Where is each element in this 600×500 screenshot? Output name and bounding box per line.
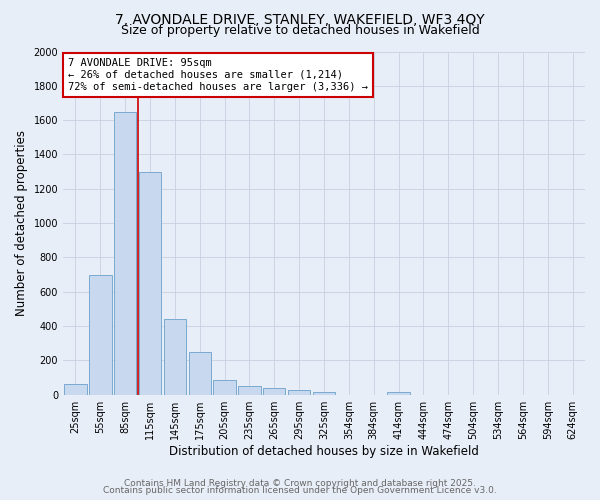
Text: Size of property relative to detached houses in Wakefield: Size of property relative to detached ho… bbox=[121, 24, 479, 37]
X-axis label: Distribution of detached houses by size in Wakefield: Distribution of detached houses by size … bbox=[169, 444, 479, 458]
Bar bbox=[64, 384, 86, 394]
Bar bbox=[313, 392, 335, 394]
Bar bbox=[164, 319, 186, 394]
Bar bbox=[288, 390, 310, 394]
Text: 7 AVONDALE DRIVE: 95sqm
← 26% of detached houses are smaller (1,214)
72% of semi: 7 AVONDALE DRIVE: 95sqm ← 26% of detache… bbox=[68, 58, 368, 92]
Bar bbox=[89, 274, 112, 394]
Bar bbox=[214, 380, 236, 394]
Text: Contains HM Land Registry data © Crown copyright and database right 2025.: Contains HM Land Registry data © Crown c… bbox=[124, 478, 476, 488]
Text: 7, AVONDALE DRIVE, STANLEY, WAKEFIELD, WF3 4QY: 7, AVONDALE DRIVE, STANLEY, WAKEFIELD, W… bbox=[115, 12, 485, 26]
Bar bbox=[238, 386, 260, 394]
Text: Contains public sector information licensed under the Open Government Licence v3: Contains public sector information licen… bbox=[103, 486, 497, 495]
Bar bbox=[139, 172, 161, 394]
Bar bbox=[388, 392, 410, 394]
Bar bbox=[188, 352, 211, 395]
Y-axis label: Number of detached properties: Number of detached properties bbox=[15, 130, 28, 316]
Bar bbox=[263, 388, 286, 394]
Bar bbox=[114, 112, 136, 395]
